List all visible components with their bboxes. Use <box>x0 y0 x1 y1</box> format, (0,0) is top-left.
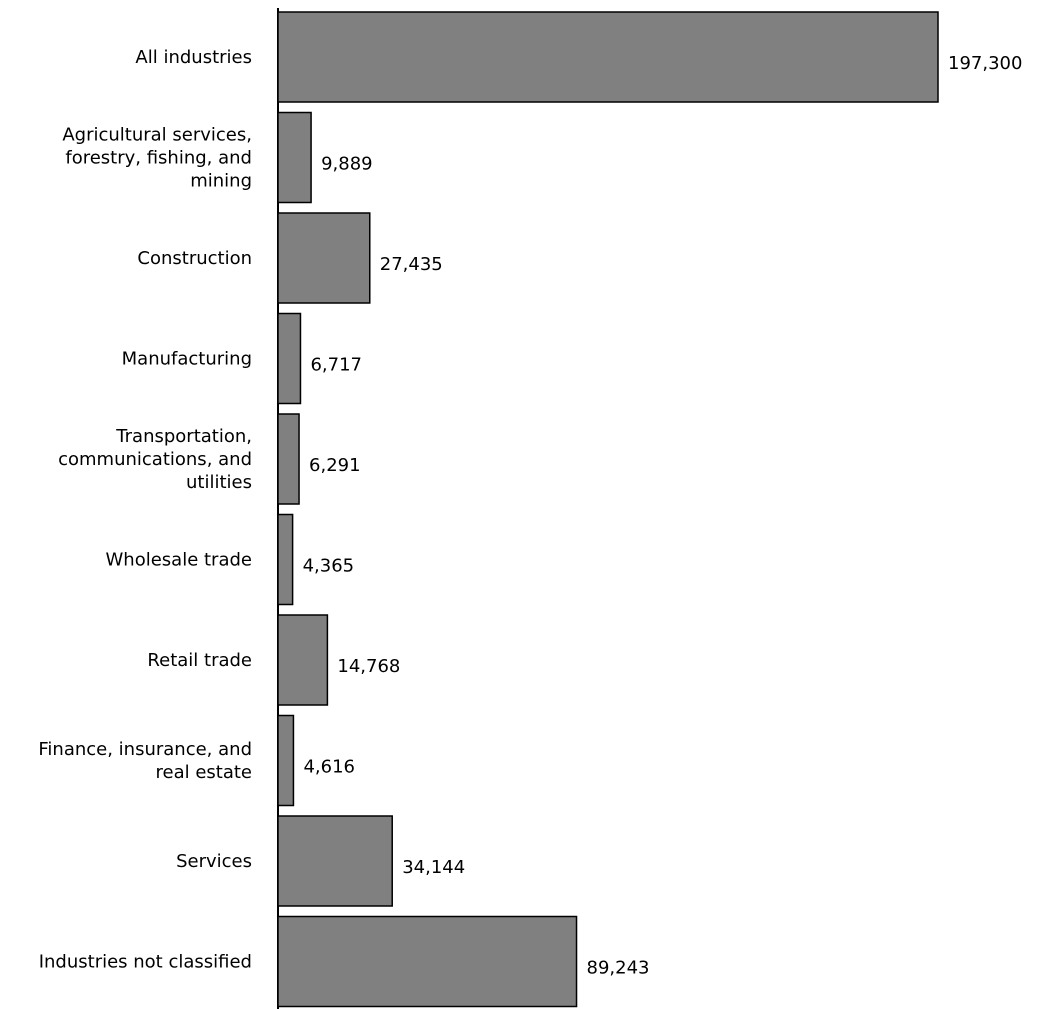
bars-layer <box>277 11 939 1008</box>
bar <box>277 915 578 1008</box>
category-label: All industries <box>135 47 252 68</box>
category-label-line: Wholesale trade <box>106 550 253 571</box>
value-label: 27,435 <box>380 254 443 275</box>
category-label-line: mining <box>190 171 252 192</box>
category-label-line: Retail trade <box>147 650 252 671</box>
category-label-line: forestry, fishing, and <box>65 148 252 169</box>
category-label-line: Construction <box>137 248 252 269</box>
category-label: Wholesale trade <box>106 550 253 571</box>
value-label: 4,365 <box>303 556 355 577</box>
value-label: 34,144 <box>402 857 465 878</box>
category-label-line: Industries not classified <box>39 952 252 973</box>
category-label-line: communications, and <box>58 449 252 470</box>
category-label-line: Transportation, <box>115 426 252 447</box>
category-label: Services <box>176 851 252 872</box>
bar <box>277 614 329 706</box>
category-label: Finance, insurance, and real estate <box>38 739 252 783</box>
bar <box>277 714 295 807</box>
category-label: Transportation, communications, and utilit… <box>58 426 252 493</box>
bar <box>277 513 294 606</box>
bar <box>277 413 300 505</box>
value-label: 89,243 <box>587 958 650 979</box>
category-label: Industries not classified <box>39 952 252 973</box>
category-label-line: Services <box>176 851 252 872</box>
value-label: 14,768 <box>337 656 400 677</box>
bar <box>277 312 302 405</box>
category-label-line: utilities <box>186 472 252 493</box>
bar <box>277 815 393 907</box>
bar <box>277 111 312 204</box>
category-label: Retail trade <box>147 650 252 671</box>
category-label: Manufacturing <box>122 349 252 370</box>
category-label-line: Finance, insurance, and <box>38 739 252 760</box>
category-label-line: Manufacturing <box>122 349 252 370</box>
value-label: 6,717 <box>310 355 362 376</box>
labels-layer: 197,300 All industries 9,889 Agricultural s… <box>38 47 1022 979</box>
bar <box>277 212 371 304</box>
category-label-line: All industries <box>135 47 252 68</box>
category-label-line: Agricultural services, <box>62 125 252 146</box>
bar <box>277 11 939 103</box>
category-label: Construction <box>137 248 252 269</box>
category-label: Agricultural services, forestry, fishing,… <box>62 125 252 192</box>
value-label: 6,291 <box>309 455 361 476</box>
value-label: 4,616 <box>303 757 355 778</box>
category-label-line: real estate <box>155 762 252 783</box>
value-label: 9,889 <box>321 154 373 175</box>
value-label: 197,300 <box>948 53 1022 74</box>
